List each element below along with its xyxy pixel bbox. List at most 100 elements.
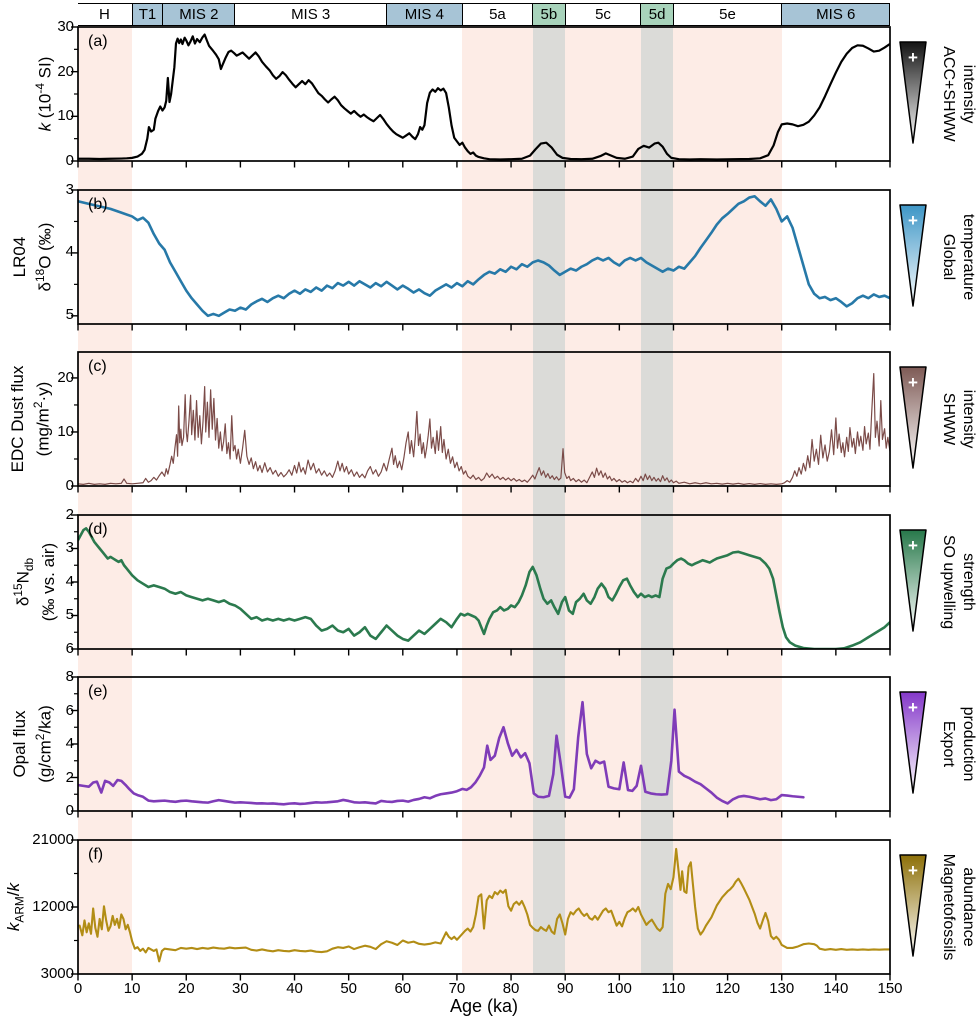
x-tick-label: 150: [877, 979, 903, 997]
y-axis-title-line: (‰ vs. air): [39, 542, 59, 621]
indicator-label-b: Global temperature: [938, 190, 976, 324]
indicator-triangle-c: +: [899, 366, 927, 469]
plus-icon: +: [908, 48, 918, 67]
y-tick-label-b: 3: [65, 180, 74, 198]
y-axis-title-b: LR04 δ18O (‰): [10, 190, 56, 324]
series-a-line: [78, 33, 890, 161]
x-tick-label: 110: [661, 979, 686, 997]
stage-segment-mis2: MIS 2: [162, 4, 235, 25]
stage-label: MIS 3: [291, 6, 331, 23]
stage-segment-mis3: MIS 3: [234, 4, 386, 25]
panel-d-plot: [71, 513, 891, 655]
panel-e-frame: [77, 676, 891, 812]
stage-label: 5c: [595, 6, 611, 23]
panel-b-plot: [71, 188, 891, 330]
y-axis-title-line: kARM/k: [4, 882, 27, 931]
panel-e-plot: [71, 676, 891, 818]
y-axis-title-e: Opal flux (g/cm2/ka): [10, 677, 56, 811]
stage-label: 5a: [489, 6, 506, 23]
y-tick-label-e: 0: [65, 802, 74, 819]
stage-segment-5a: 5a: [461, 4, 533, 25]
indicator-label-line: ACC+SHWW: [940, 46, 957, 142]
y-tick-label-d: 2: [65, 505, 74, 523]
indicator-triangle-d: +: [899, 528, 927, 632]
series-b-line: [78, 194, 890, 317]
y-tick-label-a: 0: [65, 152, 74, 169]
stage-label: MIS 4: [404, 6, 444, 23]
indicator-label-line: Global: [940, 233, 957, 280]
y-axis-title-f: kARM/k: [4, 840, 29, 974]
y-tick-label-e: 8: [65, 668, 74, 685]
x-tick-label: 40: [286, 979, 303, 997]
y-axis-title-d: δ15Ndb (‰ vs. air): [8, 515, 59, 649]
mis-stage-bar: H T1 MIS 2 MIS 3 MIS 4 5a 5b 5c 5d 5e MIS 6: [77, 3, 890, 26]
y-axis-title-line: δ18O (‰): [33, 222, 55, 291]
y-tick-label-b: 4: [65, 243, 74, 261]
indicator-label-line: intensity: [960, 389, 976, 449]
x-tick-label: 50: [340, 979, 357, 997]
y-tick-label-e: 4: [65, 735, 74, 752]
y-axis-title-line: EDC Dust flux: [8, 365, 27, 473]
stage-label: 5d: [648, 6, 666, 23]
y-tick-label-e: 6: [65, 701, 74, 719]
y-tick-label-e: 2: [65, 768, 74, 786]
panel-letter-f: (f): [88, 845, 104, 863]
indicator-label-d: SO upwelling strength: [938, 515, 976, 649]
y-axis-title-line: δ15Ndb: [11, 557, 37, 606]
indicator-label-line: SO upwelling: [940, 534, 957, 629]
indicator-label-f: Magnetofossils abundance: [938, 840, 976, 974]
y-tick-label-a: 10: [57, 107, 74, 125]
stage-label: H: [99, 6, 110, 23]
y-tick-label-c: 10: [57, 422, 74, 440]
stage-segment-5d: 5d: [640, 4, 673, 25]
indicator-label-line: Export: [940, 720, 957, 768]
panel-c-plot: [71, 351, 891, 493]
series-c-line: [78, 373, 890, 485]
stage-segment-mis4: MIS 4: [385, 4, 462, 25]
indicator-label-line: abundance: [960, 866, 976, 947]
y-tick-label-d: 5: [65, 606, 74, 623]
panel-c-frame: [77, 351, 891, 487]
y-tick-label-a: 20: [57, 62, 74, 80]
y-tick-label-d: 3: [65, 539, 74, 556]
y-tick-label-c: 0: [65, 477, 74, 494]
x-tick-label: 140: [823, 979, 849, 997]
x-tick-label: 0: [73, 979, 83, 997]
gray-highlight-band: [640, 26, 674, 974]
indicator-triangle-b: +: [899, 203, 927, 307]
indicator-label-line: intensity: [960, 64, 976, 124]
y-tick-label-b: 5: [65, 306, 74, 324]
x-tick-label: 10: [123, 979, 141, 997]
indicator-label-line: strength: [960, 552, 976, 611]
stage-segment-5b: 5b: [532, 4, 565, 25]
y-tick-label-f: 3000: [40, 964, 74, 982]
x-tick-label: 70: [448, 979, 466, 997]
panel-letter-a: (a): [88, 33, 108, 50]
indicator-label-line: production: [960, 706, 976, 782]
plus-icon: +: [908, 211, 918, 230]
indicator-label-a: ACC+SHWW intensity: [938, 27, 976, 161]
plus-icon: +: [908, 536, 918, 555]
stage-label: T1: [138, 6, 157, 23]
x-tick-label: 90: [556, 979, 574, 997]
indicator-triangle-e: +: [899, 691, 927, 794]
x-tick-label: 120: [715, 979, 741, 997]
panel-a-frame: [77, 26, 891, 162]
indicator-label-e: Export production: [938, 677, 976, 811]
y-axis-title-line: LR04: [10, 236, 29, 277]
pink-highlight-band: [462, 26, 782, 974]
panel-f-plot: [71, 838, 891, 980]
stage-segment-h: H: [77, 4, 132, 25]
stage-label: MIS 2: [179, 6, 219, 23]
indicator-label-line: SHWW: [940, 392, 957, 446]
series-d-line: [78, 526, 890, 649]
panel-letter-d: (d): [88, 520, 108, 538]
y-tick-label-f: 21000: [32, 830, 74, 848]
stage-label: MIS 6: [816, 6, 856, 23]
y-axis-title-line: k (10-4 SI): [33, 56, 55, 132]
x-axis-title: Age (ka): [449, 996, 519, 1016]
stage-segment-5e: 5e: [672, 4, 782, 25]
pink-highlight-band: [78, 26, 133, 974]
indicator-label-line: temperature: [960, 213, 976, 300]
panel-letter-b: (b): [88, 195, 108, 213]
